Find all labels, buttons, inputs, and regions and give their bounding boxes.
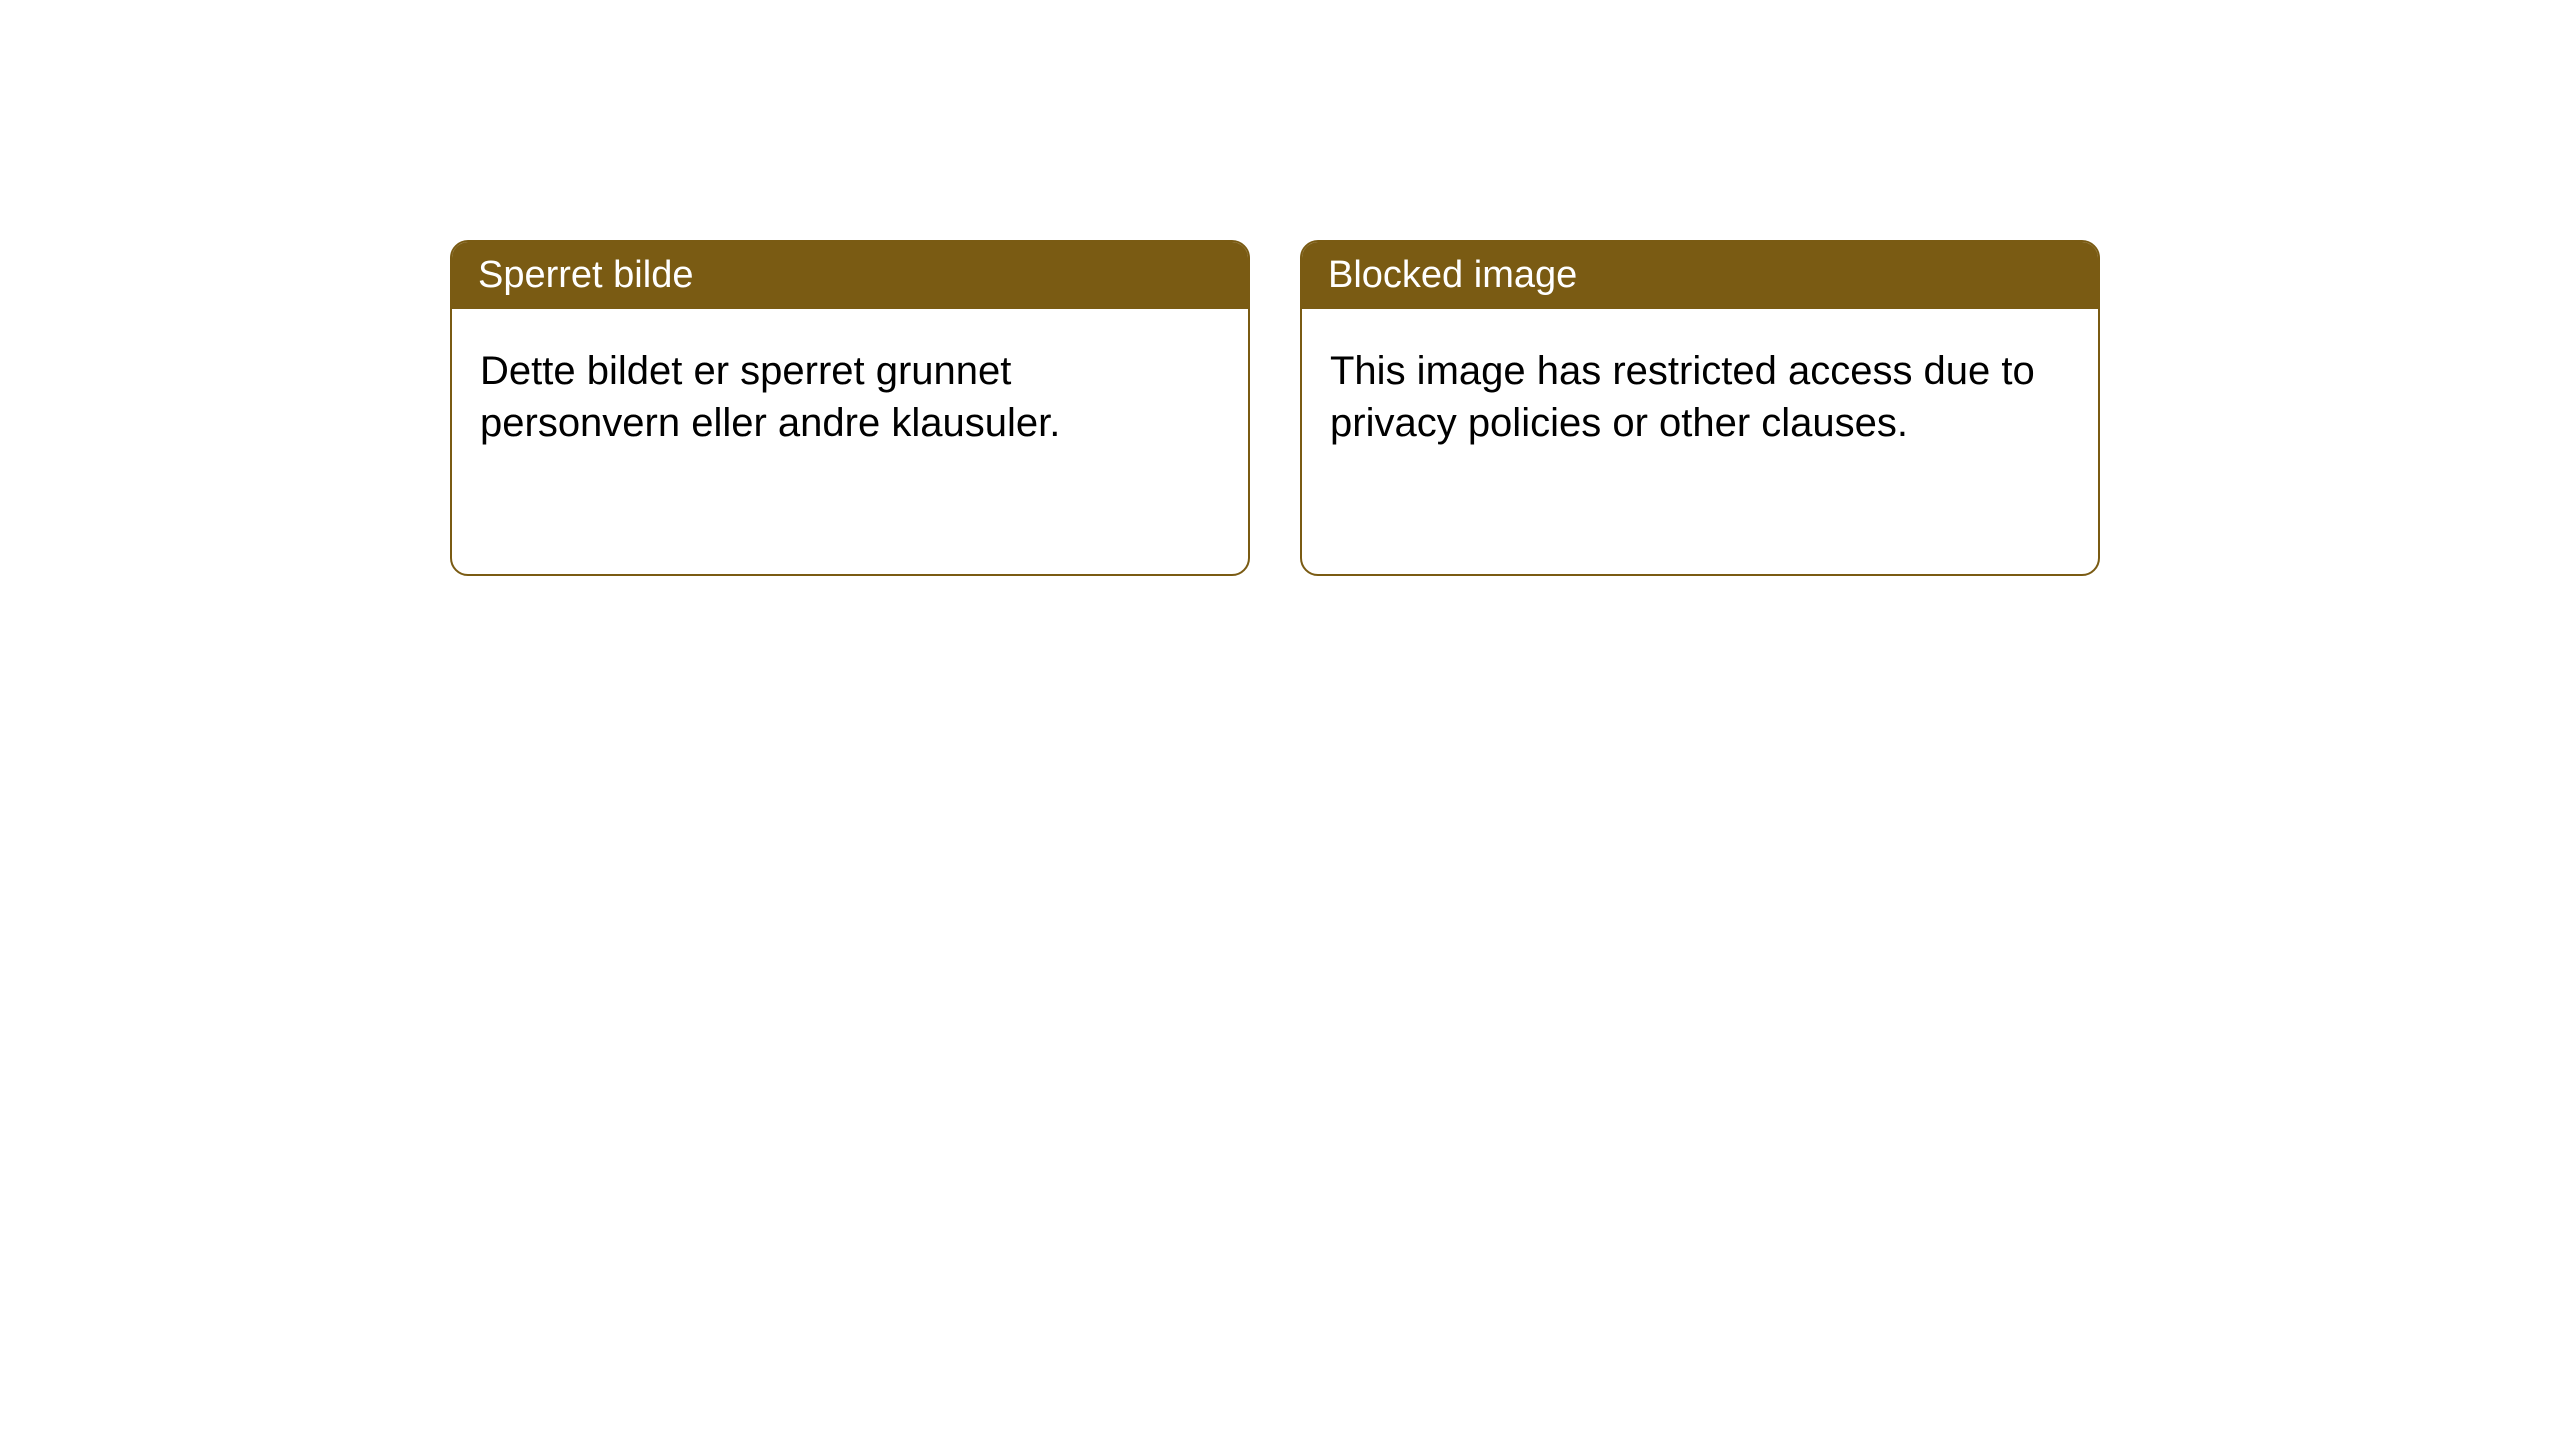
card-body-text: Dette bildet er sperret grunnet personve… xyxy=(480,349,1060,445)
card-body-text: This image has restricted access due to … xyxy=(1330,349,2035,445)
card-title: Sperret bilde xyxy=(478,254,693,296)
blocked-image-card-english: Blocked image This image has restricted … xyxy=(1300,240,2100,576)
card-body: Dette bildet er sperret grunnet personve… xyxy=(452,309,1248,485)
card-body: This image has restricted access due to … xyxy=(1302,309,2098,485)
blocked-image-card-norwegian: Sperret bilde Dette bildet er sperret gr… xyxy=(450,240,1250,576)
card-header: Sperret bilde xyxy=(452,242,1248,309)
card-title: Blocked image xyxy=(1328,254,1577,296)
card-header: Blocked image xyxy=(1302,242,2098,309)
card-container: Sperret bilde Dette bildet er sperret gr… xyxy=(0,0,2560,576)
